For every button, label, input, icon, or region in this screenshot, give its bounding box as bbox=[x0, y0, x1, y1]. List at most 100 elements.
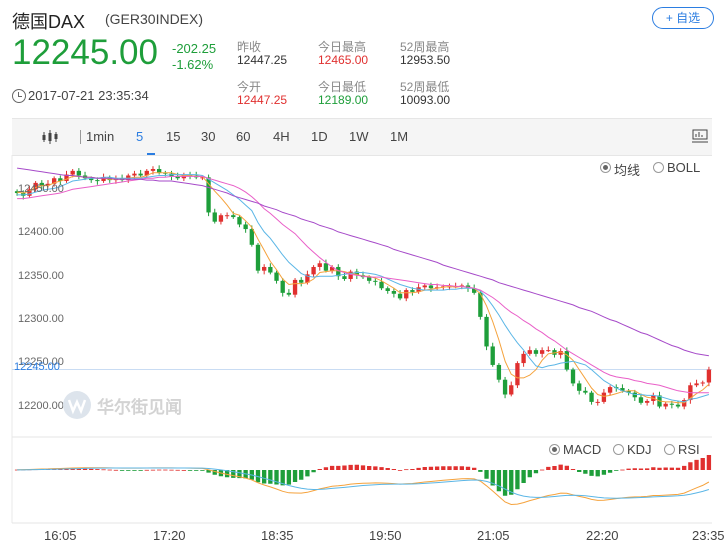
macd-bar bbox=[607, 470, 613, 473]
timeframe-15[interactable]: 15 bbox=[166, 129, 181, 144]
x-tick-label: 18:35 bbox=[261, 528, 294, 543]
timeframe-5[interactable]: 5 bbox=[136, 129, 144, 144]
macd-bar bbox=[212, 470, 217, 475]
candle-body bbox=[150, 169, 156, 171]
candle-body bbox=[379, 281, 384, 289]
macd-bar bbox=[626, 468, 631, 470]
current-price-label: 12245.00 bbox=[14, 361, 60, 373]
macd-bar bbox=[521, 470, 526, 483]
macd-bar bbox=[570, 469, 576, 470]
radio-rsi[interactable] bbox=[664, 444, 675, 455]
radio-boll[interactable] bbox=[653, 162, 664, 173]
candle-body bbox=[323, 263, 329, 271]
label-kdj[interactable]: KDJ bbox=[627, 442, 652, 457]
candle-body bbox=[64, 174, 69, 182]
timeframe-60[interactable]: 60 bbox=[236, 129, 251, 144]
candle-body bbox=[95, 180, 100, 182]
macd-bar bbox=[379, 467, 384, 470]
macd-bar bbox=[546, 466, 551, 470]
candle-body bbox=[311, 266, 316, 275]
chart-settings-icon[interactable] bbox=[692, 129, 708, 143]
macd-dea-line bbox=[17, 467, 710, 499]
radio-ma[interactable] bbox=[600, 162, 611, 173]
macd-bar bbox=[231, 470, 236, 478]
candle-body bbox=[14, 191, 20, 194]
macd-bar bbox=[132, 470, 137, 471]
stat-label-open: 今开 bbox=[237, 80, 262, 94]
candle-body bbox=[286, 292, 292, 295]
macd-bar bbox=[700, 458, 705, 470]
macd-bar bbox=[385, 468, 390, 470]
x-tick-label: 23:35 bbox=[692, 528, 725, 543]
candle-body bbox=[484, 316, 489, 347]
candle-body bbox=[391, 291, 397, 294]
timeframe-1m[interactable]: 1M bbox=[390, 129, 409, 144]
ma-line-ma10 bbox=[17, 174, 710, 403]
quote-timestamp: 2017-07-21 23:35:34 bbox=[28, 88, 149, 103]
candle-body bbox=[354, 271, 359, 276]
macd-bar bbox=[311, 470, 316, 473]
candle-body bbox=[478, 292, 483, 317]
y-tick-label: 12300.00 bbox=[18, 313, 64, 325]
candle-body bbox=[218, 215, 224, 222]
candle-body bbox=[620, 388, 625, 391]
timeframe-4h[interactable]: 4H bbox=[273, 129, 290, 144]
macd-bar bbox=[329, 465, 335, 470]
macd-bar bbox=[268, 470, 273, 484]
label-boll[interactable]: BOLL bbox=[667, 160, 701, 175]
candle-body bbox=[564, 351, 570, 370]
macd-bar bbox=[237, 470, 242, 479]
candle-body bbox=[638, 397, 644, 403]
candle-body bbox=[428, 285, 434, 289]
current-price: 12245.00 bbox=[12, 33, 158, 72]
macd-bar bbox=[416, 467, 421, 470]
label-rsi[interactable]: RSI bbox=[678, 442, 700, 457]
timeframe-30[interactable]: 30 bbox=[201, 129, 216, 144]
candle-body bbox=[76, 170, 82, 176]
macd-bar bbox=[299, 470, 304, 480]
stat-label-day-low: 今日最低 bbox=[318, 80, 367, 94]
stat-label-52w-high: 52周最高 bbox=[400, 40, 450, 54]
macd-bar bbox=[126, 470, 131, 471]
macd-bar bbox=[453, 466, 458, 470]
candle-body bbox=[224, 215, 230, 217]
timeframe-1min[interactable]: 1min bbox=[86, 129, 115, 144]
macd-bar bbox=[89, 468, 94, 470]
candlestick-icon[interactable] bbox=[41, 130, 59, 144]
candle-body bbox=[490, 346, 495, 365]
candle-body bbox=[515, 363, 520, 386]
candle-body bbox=[644, 400, 650, 403]
stat-value-day-low: 12189.00 bbox=[318, 93, 369, 107]
candle-body bbox=[663, 403, 668, 407]
macd-bar bbox=[589, 470, 594, 476]
radio-macd[interactable] bbox=[549, 444, 560, 455]
candle-body bbox=[502, 379, 508, 395]
candle-body bbox=[212, 212, 217, 222]
timeframe-1w[interactable]: 1W bbox=[349, 129, 369, 144]
label-ma[interactable]: 均线 bbox=[614, 163, 641, 178]
label-macd[interactable]: MACD bbox=[563, 442, 602, 457]
radio-kdj[interactable] bbox=[613, 444, 624, 455]
macd-bar bbox=[484, 470, 489, 479]
macd-bar bbox=[342, 465, 347, 470]
toolbar-divider bbox=[80, 130, 81, 144]
candle-body bbox=[577, 383, 582, 391]
candle-body bbox=[329, 266, 335, 271]
timeframe-1d[interactable]: 1D bbox=[311, 129, 328, 144]
macd-bar bbox=[156, 469, 162, 471]
candle-body bbox=[144, 170, 149, 176]
macd-bar bbox=[422, 467, 427, 470]
macd-bar bbox=[119, 470, 125, 471]
macd-bar bbox=[206, 470, 211, 473]
y-tick-label: 12200.00 bbox=[18, 400, 64, 412]
macd-bar bbox=[410, 469, 415, 470]
macd-bar bbox=[706, 455, 712, 470]
chart-toolbar: 1min 5 15 30 60 4H 1D 1W 1M bbox=[12, 118, 712, 156]
macd-bar bbox=[515, 470, 520, 490]
candle-body bbox=[626, 390, 631, 393]
macd-bar bbox=[552, 466, 557, 470]
candle-body bbox=[132, 173, 137, 176]
add-to-watchlist-button[interactable]: + 自选 bbox=[652, 7, 714, 29]
macd-bar bbox=[150, 469, 156, 471]
price-chart[interactable] bbox=[0, 155, 726, 557]
